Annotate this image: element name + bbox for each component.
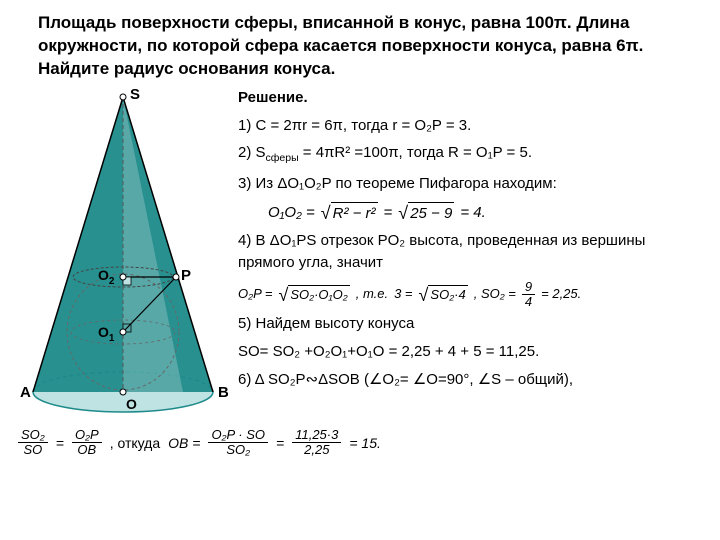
bd1: SO — [20, 443, 45, 457]
sqrt1: R² − r² — [321, 200, 378, 226]
frac-9-4: 94 — [522, 280, 535, 310]
bn1: SO₂ — [18, 428, 48, 443]
s3f-end: = 4. — [460, 202, 485, 224]
step-3-formula: O₁O₂ = R² − r² = 25 − 9 = 4. — [268, 200, 702, 226]
step-2: 2) Sсферы = 4πR² =100π, тогда R = O₁P = … — [238, 142, 702, 166]
beq2: = — [276, 435, 284, 451]
frac-calc: 11,25·3 2,25 — [292, 428, 341, 458]
frac-o2p-ob: O₂P OB — [72, 428, 102, 458]
step-4: 4) В ΔO₁PS отрезок PO₂ высота, проведенн… — [238, 230, 702, 274]
s4f-b: , т.е. — [356, 285, 388, 304]
bottom-formula: SO₂ SO = O₂P OB , откуда OB = O₂P · SO S… — [18, 428, 702, 458]
problem-text: Площадь поверхности сферы, вписанной в к… — [18, 12, 702, 81]
s4f-a: O₂P = — [238, 285, 272, 304]
diagram-column: S A B O O1 O2 P — [18, 87, 228, 422]
frac-so2-so: SO₂ SO — [18, 428, 48, 458]
s4f-d: , SO₂ = — [474, 285, 516, 304]
svg-text:B: B — [218, 384, 228, 401]
bfn2: 11,25·3 — [292, 428, 341, 443]
step-5a: 5) Найдем высоту конуса — [238, 313, 702, 335]
s4f-c: 3 = — [394, 285, 412, 304]
bd2: OB — [74, 443, 99, 457]
step-3: 3) Из ΔO₁O₂P по теореме Пифагора находим… — [238, 173, 702, 195]
step-5b: SO= SO₂ +O₂O₁+O₁O = 2,25 + 4 + 5 = 11,25… — [238, 341, 702, 363]
sqrtB: SO₂·4 — [419, 282, 468, 308]
solution-heading: Решение. — [238, 87, 702, 109]
s2a: 2) S — [238, 144, 266, 161]
sqrt2-body: 25 − 9 — [408, 202, 454, 225]
step-6: 6) Δ SO₂P∾ΔSOB (∠O₂= ∠O=90°, ∠S – общий)… — [238, 369, 702, 391]
bottom-ob: OB = — [168, 435, 200, 451]
cone-diagram: S A B O O1 O2 P — [18, 87, 228, 422]
svg-text:P: P — [181, 267, 191, 284]
bfd2: 2,25 — [301, 443, 332, 457]
fn: 9 — [522, 280, 535, 295]
sqrtA: SO₂·O₁O₂ — [278, 282, 349, 308]
step-4-formula: O₂P = SO₂·O₁O₂ , т.е. 3 = SO₂·4 , SO₂ = … — [238, 280, 702, 310]
step-1: 1) C = 2πr = 6π, тогда r = O₂P = 3. — [238, 115, 702, 137]
bfn: O₂P · SO — [208, 428, 268, 443]
s2b: = 4πR² =100π, тогда R = O₁P = 5. — [299, 144, 532, 161]
s2sub: сферы — [266, 152, 299, 164]
solution-column: Решение. 1) C = 2πr = 6π, тогда r = O₂P … — [238, 87, 702, 422]
sqrtB-body: SO₂·4 — [428, 285, 467, 305]
bfd: SO₂ — [223, 443, 253, 457]
fd: 4 — [522, 295, 535, 309]
sqrt2: 25 − 9 — [398, 200, 454, 226]
s4f-e: = 2,25. — [541, 285, 581, 304]
bottom-mid: , откуда — [110, 435, 160, 451]
s3f-pre: O₁O₂ = — [268, 202, 315, 224]
content: S A B O O1 O2 P Решение. 1) C = 2πr = 6π… — [18, 87, 702, 422]
s3f-mid: = — [384, 202, 393, 224]
svg-text:S: S — [130, 87, 140, 103]
bn2: O₂P — [72, 428, 102, 443]
sqrtA-body: SO₂·O₁O₂ — [288, 285, 349, 305]
eq1: = — [56, 435, 64, 451]
frac-main: O₂P · SO SO₂ — [208, 428, 268, 458]
svg-text:A: A — [20, 384, 31, 401]
svg-text:O: O — [126, 396, 137, 412]
bottom-end: = 15. — [349, 435, 381, 451]
sqrt1-body: R² − r² — [331, 202, 378, 225]
